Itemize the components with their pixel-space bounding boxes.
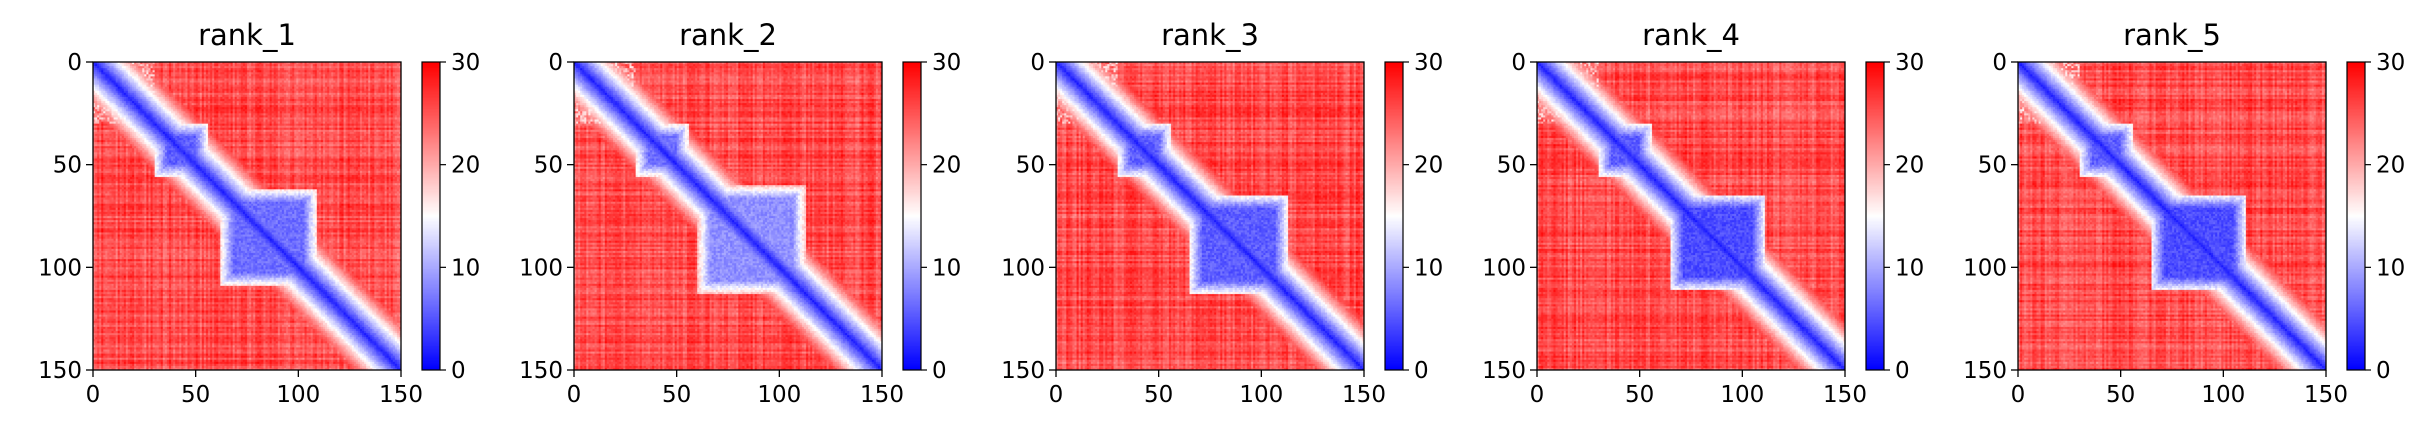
y-tick-label: 50 <box>1497 153 1526 179</box>
colorbar-tick-label: 0 <box>1895 358 1910 384</box>
panel-title: rank_3 <box>1161 18 1259 52</box>
plot-frame <box>1536 61 1846 371</box>
colorbar-tick-label: 20 <box>1895 153 1924 179</box>
x-tick-label: 150 <box>1823 382 1867 408</box>
panel-title: rank_5 <box>2123 18 2221 52</box>
x-tick-label: 100 <box>757 382 801 408</box>
plot-frame <box>2017 61 2327 371</box>
colorbar-tick-label: 30 <box>2376 50 2405 76</box>
colorbar-tick-label: 10 <box>932 255 961 281</box>
colorbar-tick-label: 20 <box>1414 153 1443 179</box>
colorbar <box>2347 62 2365 370</box>
heatmap-image <box>1056 62 1364 370</box>
y-tick-label: 100 <box>1963 255 2007 281</box>
y-tick-label: 50 <box>53 153 82 179</box>
x-tick-label: 50 <box>1144 382 1173 408</box>
y-tick-label: 50 <box>534 153 563 179</box>
y-tick-label: 50 <box>1016 153 1045 179</box>
plot-frame <box>92 61 402 371</box>
colorbar-tick-label: 30 <box>932 50 961 76</box>
y-tick-label: 0 <box>67 50 82 76</box>
y-tick-label: 150 <box>1001 358 1045 384</box>
y-tick-label: 150 <box>1482 358 1526 384</box>
colorbar-tick-label: 0 <box>932 358 947 384</box>
colorbar <box>422 62 440 370</box>
colorbar-tick-label: 10 <box>451 255 480 281</box>
y-tick-label: 0 <box>548 50 563 76</box>
heatmap-image <box>2018 62 2326 370</box>
heatmap-image <box>1537 62 1845 370</box>
x-tick-label: 50 <box>662 382 691 408</box>
colorbar-tick-label: 30 <box>1895 50 1924 76</box>
colorbar-tick-label: 10 <box>2376 255 2405 281</box>
x-tick-label: 50 <box>181 382 210 408</box>
colorbar <box>903 62 921 370</box>
colorbar-tick-label: 0 <box>1414 358 1429 384</box>
x-tick-label: 100 <box>2201 382 2245 408</box>
colorbar-tick-label: 0 <box>2376 358 2391 384</box>
colorbar-frame <box>1865 61 1885 371</box>
x-tick-label: 50 <box>1625 382 1654 408</box>
x-tick-label: 50 <box>2106 382 2135 408</box>
y-tick-label: 150 <box>1963 358 2007 384</box>
panel-title: rank_4 <box>1642 18 1740 52</box>
x-tick-label: 0 <box>1530 382 1545 408</box>
y-tick-label: 100 <box>38 255 82 281</box>
colorbar-tick-label: 20 <box>451 153 480 179</box>
colorbar-frame <box>421 61 441 371</box>
y-tick-label: 50 <box>1978 153 2007 179</box>
colorbar-frame <box>2346 61 2366 371</box>
colorbar-tick-label: 30 <box>451 50 480 76</box>
x-tick-label: 150 <box>1342 382 1386 408</box>
y-tick-label: 100 <box>1482 255 1526 281</box>
colorbar-tick-label: 10 <box>1414 255 1443 281</box>
heatmap-image <box>93 62 401 370</box>
x-tick-label: 150 <box>379 382 423 408</box>
x-tick-label: 150 <box>860 382 904 408</box>
y-tick-label: 0 <box>1992 50 2007 76</box>
colorbar <box>1385 62 1403 370</box>
panel-title: rank_1 <box>198 18 296 52</box>
colorbar-tick-label: 20 <box>932 153 961 179</box>
y-tick-label: 100 <box>519 255 563 281</box>
panel-title: rank_2 <box>679 18 777 52</box>
x-tick-label: 0 <box>567 382 582 408</box>
colorbar <box>1866 62 1884 370</box>
x-tick-label: 0 <box>2011 382 2026 408</box>
x-tick-label: 0 <box>86 382 101 408</box>
x-tick-label: 150 <box>2304 382 2348 408</box>
colorbar-tick-label: 0 <box>451 358 466 384</box>
y-tick-label: 0 <box>1511 50 1526 76</box>
y-tick-label: 150 <box>38 358 82 384</box>
heatmap-image <box>574 62 882 370</box>
colorbar-frame <box>1384 61 1404 371</box>
y-tick-label: 0 <box>1030 50 1045 76</box>
plot-frame <box>1055 61 1365 371</box>
colorbar-frame <box>902 61 922 371</box>
plot-frame <box>573 61 883 371</box>
x-tick-label: 0 <box>1049 382 1064 408</box>
y-tick-label: 100 <box>1001 255 1045 281</box>
x-tick-label: 100 <box>276 382 320 408</box>
y-tick-label: 150 <box>519 358 563 384</box>
colorbar-tick-label: 20 <box>2376 153 2405 179</box>
x-tick-label: 100 <box>1239 382 1283 408</box>
x-tick-label: 100 <box>1720 382 1764 408</box>
colorbar-tick-label: 30 <box>1414 50 1443 76</box>
colorbar-tick-label: 10 <box>1895 255 1924 281</box>
